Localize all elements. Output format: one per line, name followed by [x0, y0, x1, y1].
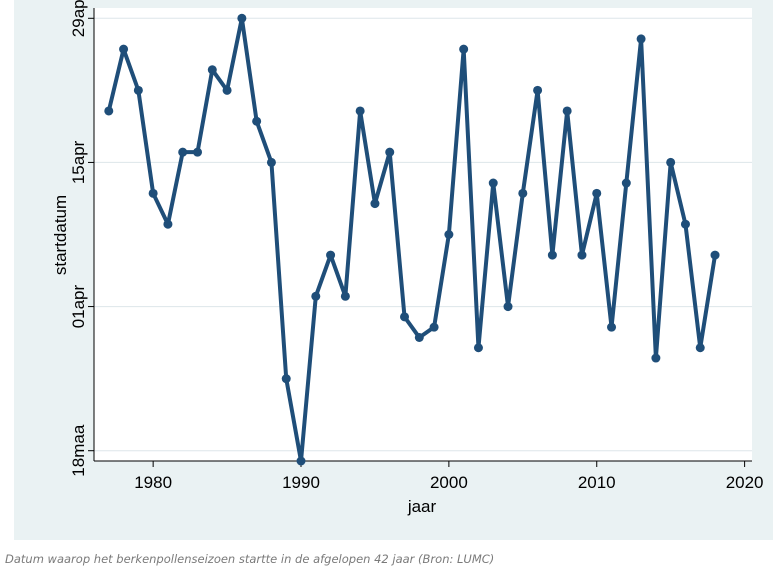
data-point	[222, 85, 232, 95]
data-point	[281, 374, 291, 384]
data-point	[577, 250, 587, 260]
plot-area	[94, 8, 752, 461]
data-point	[533, 85, 543, 95]
data-point	[562, 106, 572, 116]
data-point	[547, 250, 557, 260]
data-point	[355, 106, 365, 116]
data-point	[266, 157, 276, 167]
data-point	[340, 291, 350, 301]
data-point	[133, 85, 143, 95]
data-point	[429, 322, 439, 332]
data-point	[193, 147, 203, 157]
data-point	[621, 178, 631, 188]
y-tick-label: 15apr	[69, 140, 88, 184]
data-point	[414, 332, 424, 342]
data-point	[163, 219, 173, 229]
data-point	[148, 188, 158, 198]
data-point	[326, 250, 336, 260]
x-tick-label: 2010	[578, 473, 616, 492]
data-point	[444, 230, 454, 239]
data-point	[680, 219, 690, 229]
data-point	[370, 199, 380, 209]
figure-panel: 18maa 01apr 15apr 29ap 1980 1990 2000 2010 2020 …	[14, 0, 773, 540]
data-point	[104, 106, 114, 116]
figure-caption: Datum waarop het berkenpollenseizoen sta…	[5, 552, 495, 566]
data-point	[252, 116, 262, 126]
y-tick-label: 29ap	[69, 0, 88, 37]
data-point	[607, 322, 617, 332]
x-tick-label: 1990	[282, 473, 320, 492]
data-point	[296, 456, 306, 466]
data-point	[503, 302, 513, 312]
y-tick-label: 18maa	[69, 424, 88, 477]
data-point	[178, 147, 188, 157]
data-point	[473, 343, 483, 353]
data-point	[651, 353, 661, 363]
data-point	[207, 65, 217, 75]
data-point	[636, 34, 646, 44]
data-point	[592, 188, 602, 198]
data-point	[400, 312, 410, 322]
data-point	[311, 291, 321, 301]
x-tick-label: 1980	[134, 473, 172, 492]
x-axis-label: jaar	[407, 497, 437, 516]
y-axis-label: startdatum	[51, 195, 70, 275]
data-point	[518, 188, 528, 198]
data-point	[385, 147, 395, 157]
data-point	[459, 44, 469, 54]
data-point	[119, 44, 129, 54]
data-point	[695, 343, 705, 353]
y-tick-label: 01apr	[69, 284, 88, 328]
data-point	[710, 250, 720, 260]
x-tick-label: 2000	[430, 473, 468, 492]
x-tick-label: 2020	[726, 473, 764, 492]
data-point	[237, 13, 247, 23]
series-line	[106, 16, 718, 463]
data-point	[488, 178, 498, 188]
data-point	[666, 157, 676, 167]
